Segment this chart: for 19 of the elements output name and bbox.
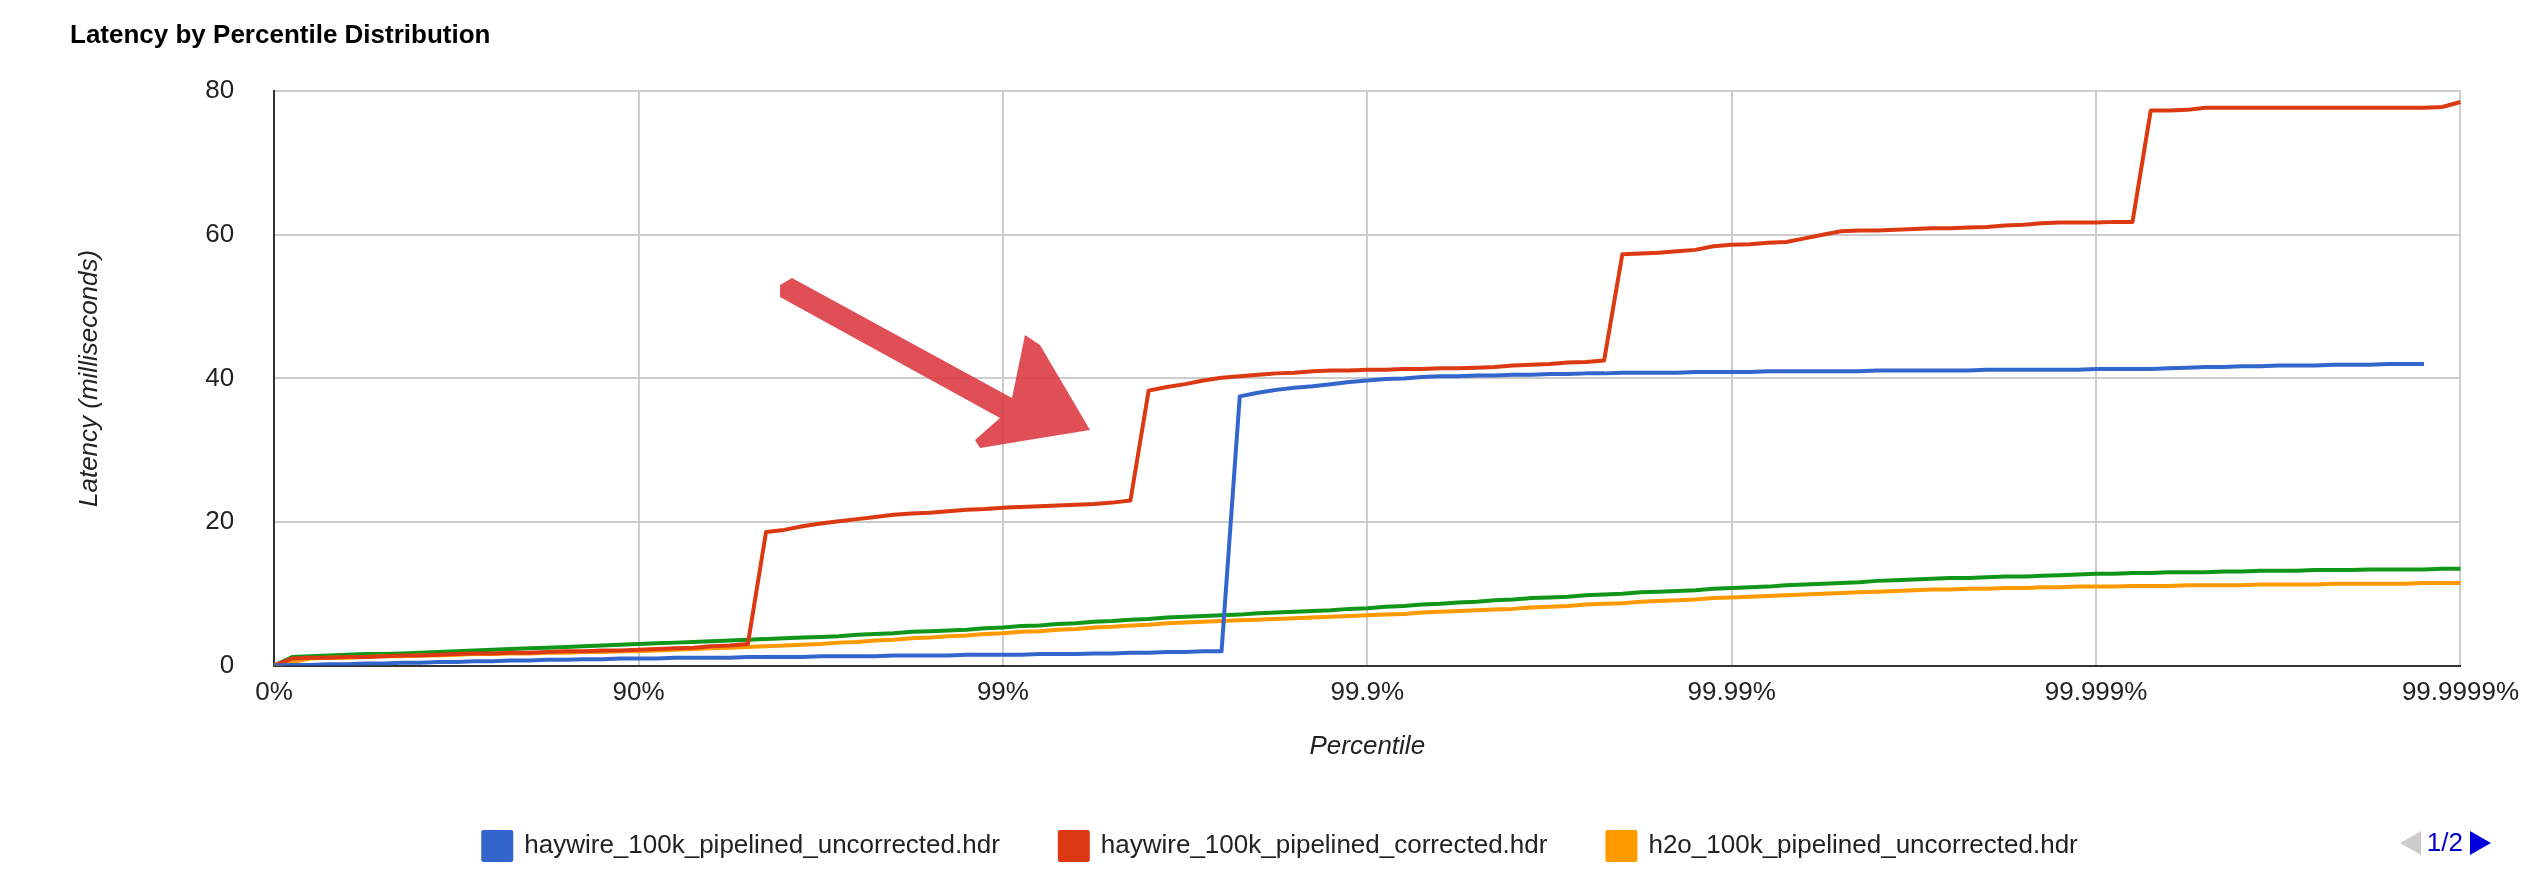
x-tick-label: 99% [976,676,1029,707]
legend-label: haywire_100k_pipelined_corrected.hdr [1100,829,1548,860]
x-tick-label: 99.9% [1330,676,1405,707]
legend-label: h2o_100k_pipelined_uncorrected.hdr [1648,829,2079,860]
text: 1/2 [2426,827,2463,858]
y-axis-title: Latency (milliseconds) [72,249,103,508]
y-tick-label: 80 [205,74,235,105]
y-tick-label: 20 [205,505,235,536]
x-tick-label: 99.999% [2044,676,2148,707]
x-tick-label: 0% [255,676,293,707]
legend-label: haywire_100k_pipelined_uncorrected.hdr [524,829,1001,860]
x-tick-label: 99.99% [1687,676,1776,707]
y-tick-label: 0 [219,648,235,679]
x-tick-label: 99.9999% [2401,676,2519,707]
y-tick-label: 60 [205,217,235,248]
x-tick-label: 90% [612,676,665,707]
y-tick-label: 40 [205,361,235,392]
chart-title: Latency by Percentile Distribution [70,18,491,49]
x-axis-title: Percentile [1309,729,1426,760]
